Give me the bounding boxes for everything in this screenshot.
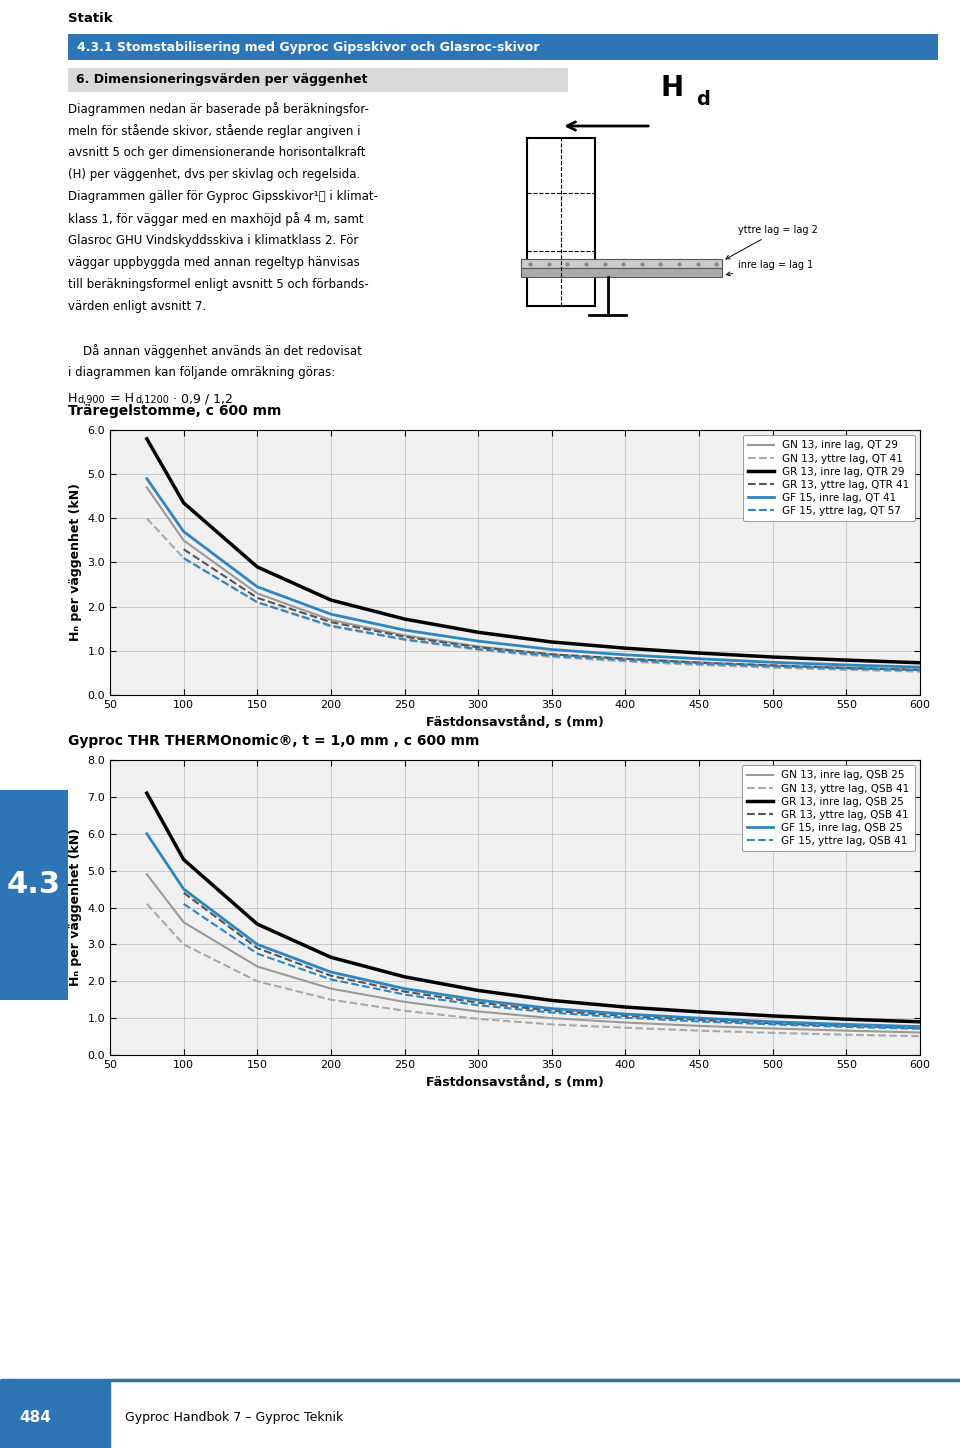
Text: (H⁤) per väggenhet, dvs per skivlag och regelsida.: (H⁤) per väggenhet, dvs per skivlag och … [68,168,360,181]
Legend: GN 13, inre lag, QSB 25, GN 13, yttre lag, QSB 41, GR 13, inre lag, QSB 25, GR 1: GN 13, inre lag, QSB 25, GN 13, yttre la… [742,765,915,851]
X-axis label: Fästdonsavstånd, s (mm): Fästdonsavstånd, s (mm) [426,715,604,728]
Y-axis label: Hₙ per väggenhet (kN): Hₙ per väggenhet (kN) [69,828,82,986]
Text: Då annan väggenhet används än det redovisat: Då annan väggenhet används än det redovi… [68,345,362,358]
Text: = H: = H [110,392,134,405]
Text: meln för stående skivor, stående reglar angiven i: meln för stående skivor, stående reglar … [68,125,361,138]
Text: till beräkningsformel enligt avsnitt 5 och förbands-: till beräkningsformel enligt avsnitt 5 o… [68,278,369,291]
Text: d,1200: d,1200 [136,395,170,405]
Bar [521,259,723,268]
Text: 4.3.1 Stomstabilisering med Gyproc Gipsskivor och Glasroc-skivor: 4.3.1 Stomstabilisering med Gyproc Gipss… [77,41,540,54]
Text: 4.3: 4.3 [7,870,61,899]
Y-axis label: Hₙ per väggenhet (kN): Hₙ per väggenhet (kN) [69,484,82,641]
Text: yttre lag = lag 2: yttre lag = lag 2 [726,226,818,259]
Text: värden enligt avsnitt 7.: värden enligt avsnitt 7. [68,300,206,313]
Text: Diagrammen gäller för Gyproc Gipsskivor¹⦾ i klimat-: Diagrammen gäller för Gyproc Gipsskivor¹… [68,190,378,203]
Text: 484: 484 [19,1410,51,1425]
Text: väggar uppbyggda med annan regeltyp hänvisas: väggar uppbyggda med annan regeltyp hänv… [68,256,360,269]
Text: Statik: Statik [68,13,112,26]
Text: d: d [696,90,710,110]
Text: 6. Dimensioneringsvärden per väggenhet: 6. Dimensioneringsvärden per väggenhet [76,74,367,87]
Text: Gyproc Handbok 7 – Gyproc Teknik: Gyproc Handbok 7 – Gyproc Teknik [125,1410,343,1423]
Text: klass 1, för väggar med en maxhöjd på 4 m, samt: klass 1, för väggar med en maxhöjd på 4 … [68,211,364,226]
Legend: GN 13, inre lag, QT 29, GN 13, yttre lag, QT 41, GR 13, inre lag, QTR 29, GR 13,: GN 13, inre lag, QT 29, GN 13, yttre lag… [743,436,915,521]
Text: H: H [68,392,78,405]
Text: avsnitt 5 och ger dimensionerande horisontalkraft: avsnitt 5 och ger dimensionerande horiso… [68,146,366,159]
Text: inre lag = lag 1: inre lag = lag 1 [727,261,813,275]
Text: d,900: d,900 [78,395,106,405]
Text: i diagrammen kan följande omräkning göras:: i diagrammen kan följande omräkning göra… [68,366,335,379]
Text: Glasroc GHU Vindskyddsskiva i klimatklass 2. För: Glasroc GHU Vindskyddsskiva i klimatklas… [68,235,358,248]
X-axis label: Fästdonsavstånd, s (mm): Fästdonsavstånd, s (mm) [426,1076,604,1089]
Text: H: H [660,74,684,103]
Text: Diagrammen nedan är baserade på beräkningsfor-: Diagrammen nedan är baserade på beräknin… [68,101,369,116]
Text: Gyproc THR THERMOnomic®, t = 1,0 mm , c 600 mm: Gyproc THR THERMOnomic®, t = 1,0 mm , c … [68,734,479,749]
Bar [521,268,723,277]
Text: · 0,9 / 1,2: · 0,9 / 1,2 [173,392,233,405]
Bar [527,138,595,306]
Text: Träregelstomme, c 600 mm: Träregelstomme, c 600 mm [68,404,281,418]
